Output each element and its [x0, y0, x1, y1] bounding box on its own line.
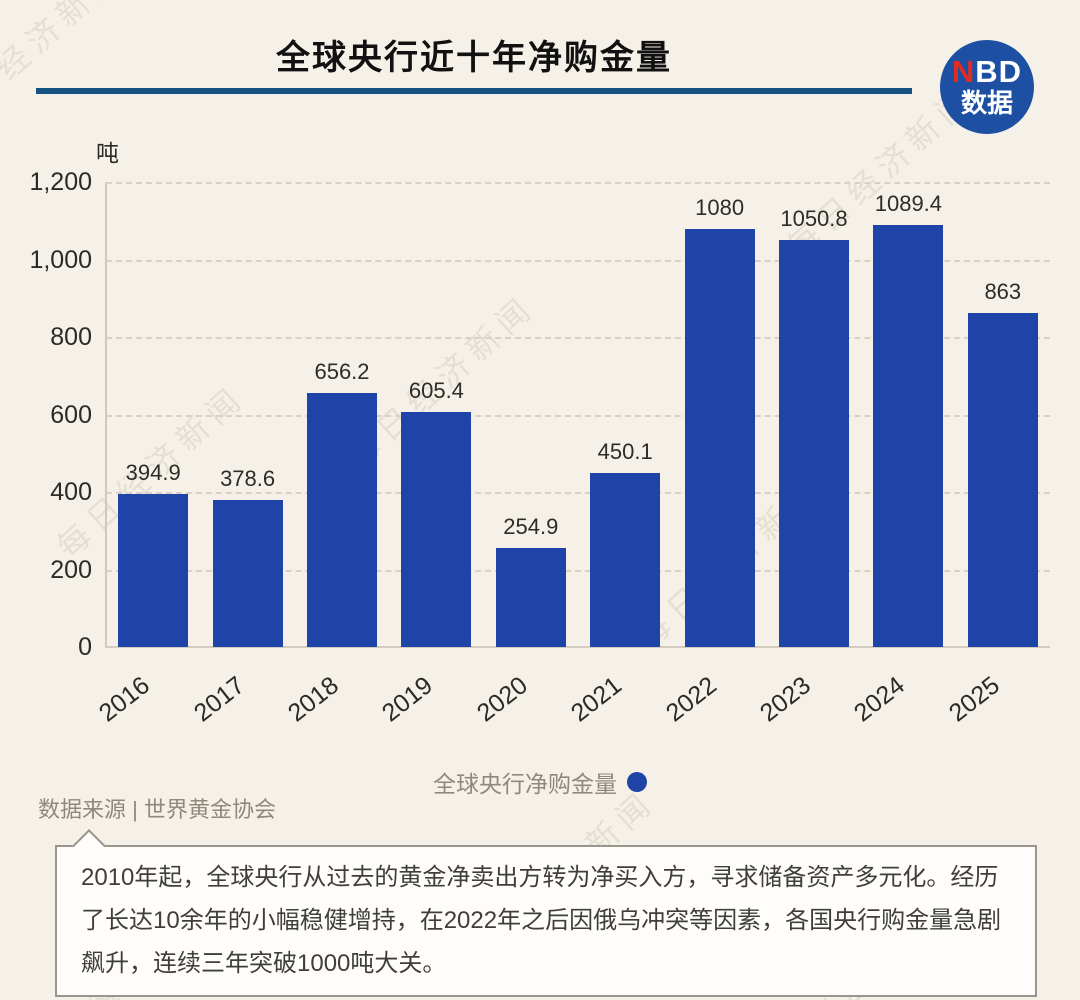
bar-value-label: 394.9 [125, 459, 181, 485]
bar-value-label: 450.1 [597, 438, 653, 464]
x-tick-label: 2020 [471, 671, 533, 728]
bar-2024 [873, 224, 944, 647]
gridline [106, 414, 1050, 417]
annotation-box-tail [72, 829, 106, 863]
chart-legend: 全球央行净购金量 [0, 765, 1080, 799]
x-tick-label: 2024 [849, 671, 911, 728]
bar-2019 [401, 412, 472, 647]
bar-2018 [307, 392, 377, 647]
y-tick-label: 600 [50, 400, 92, 429]
annotation-box: 2010年起，全球央行从过去的黄金净卖出方转为净买入方，寻求储备资产多元化。经历… [55, 829, 1037, 997]
y-tick-label: 800 [50, 323, 92, 351]
nbd-logo-line1: NBD [952, 56, 1022, 88]
bar-value-label: 378.6 [220, 466, 276, 492]
gridline [106, 569, 1050, 572]
bar-value-label: 863 [984, 278, 1022, 304]
bar-2023 [779, 239, 849, 647]
bar-2021 [590, 472, 661, 647]
x-tick-label: 2021 [566, 671, 628, 728]
nbd-logo-line2: 数据 [960, 88, 1013, 118]
page-title: 全球央行近十年净购金量 [276, 39, 672, 77]
x-tick-label: 2025 [943, 671, 1005, 728]
bar-value-label: 1050.8 [780, 205, 848, 231]
legend-label: 全球央行净购金量 [433, 771, 617, 797]
bar-chart-plot-area: 394.9 378.6 656.2 605.4 254.9 450.1 1080 1050.8… [106, 182, 1050, 648]
data-source-label: 数据来源 | 世界黄金协会 [38, 797, 276, 822]
bar-2025 [967, 312, 1038, 647]
x-tick-label: 2016 [94, 671, 156, 728]
y-tick-label: 1,000 [29, 245, 92, 274]
gridline [106, 337, 1050, 339]
annotation-text: 2010年起，全球央行从过去的黄金净卖出方转为净买入方，寻求储备资产多元化。经历… [81, 864, 1002, 977]
bar-value-label: 1080 [695, 194, 745, 220]
bar-value-label: 1089.4 [874, 190, 943, 216]
bar-value-label: 254.9 [503, 514, 559, 540]
x-axis-baseline [106, 646, 1050, 648]
nbd-logo-bd: BD [975, 54, 1023, 89]
bar-value-label: 656.2 [314, 358, 370, 384]
x-tick-label: 2022 [660, 671, 722, 728]
y-tick-label: 400 [50, 478, 92, 506]
gridline [106, 259, 1050, 262]
x-tick-label: 2019 [377, 671, 439, 728]
bar-value-label: 605.4 [408, 378, 464, 404]
legend-dot-icon [627, 772, 647, 792]
nbd-logo: NBD 数据 [940, 40, 1034, 134]
x-tick-label: 2017 [188, 671, 250, 728]
bar-2022 [684, 228, 755, 647]
x-tick-label: 2018 [282, 671, 344, 728]
x-tick-label: 2023 [754, 671, 816, 728]
title-underline [36, 88, 912, 94]
y-axis-unit-label: 吨 [96, 140, 119, 166]
nbd-logo-n: N [951, 54, 976, 89]
bar-2016 [118, 493, 189, 647]
y-tick-label: 0 [78, 633, 92, 661]
gridline [106, 182, 1050, 184]
y-tick-label: 200 [50, 555, 92, 584]
bar-2017 [212, 500, 283, 647]
y-tick-label: 1,200 [29, 168, 92, 196]
bar-2020 [495, 548, 566, 647]
gridline [106, 492, 1050, 494]
